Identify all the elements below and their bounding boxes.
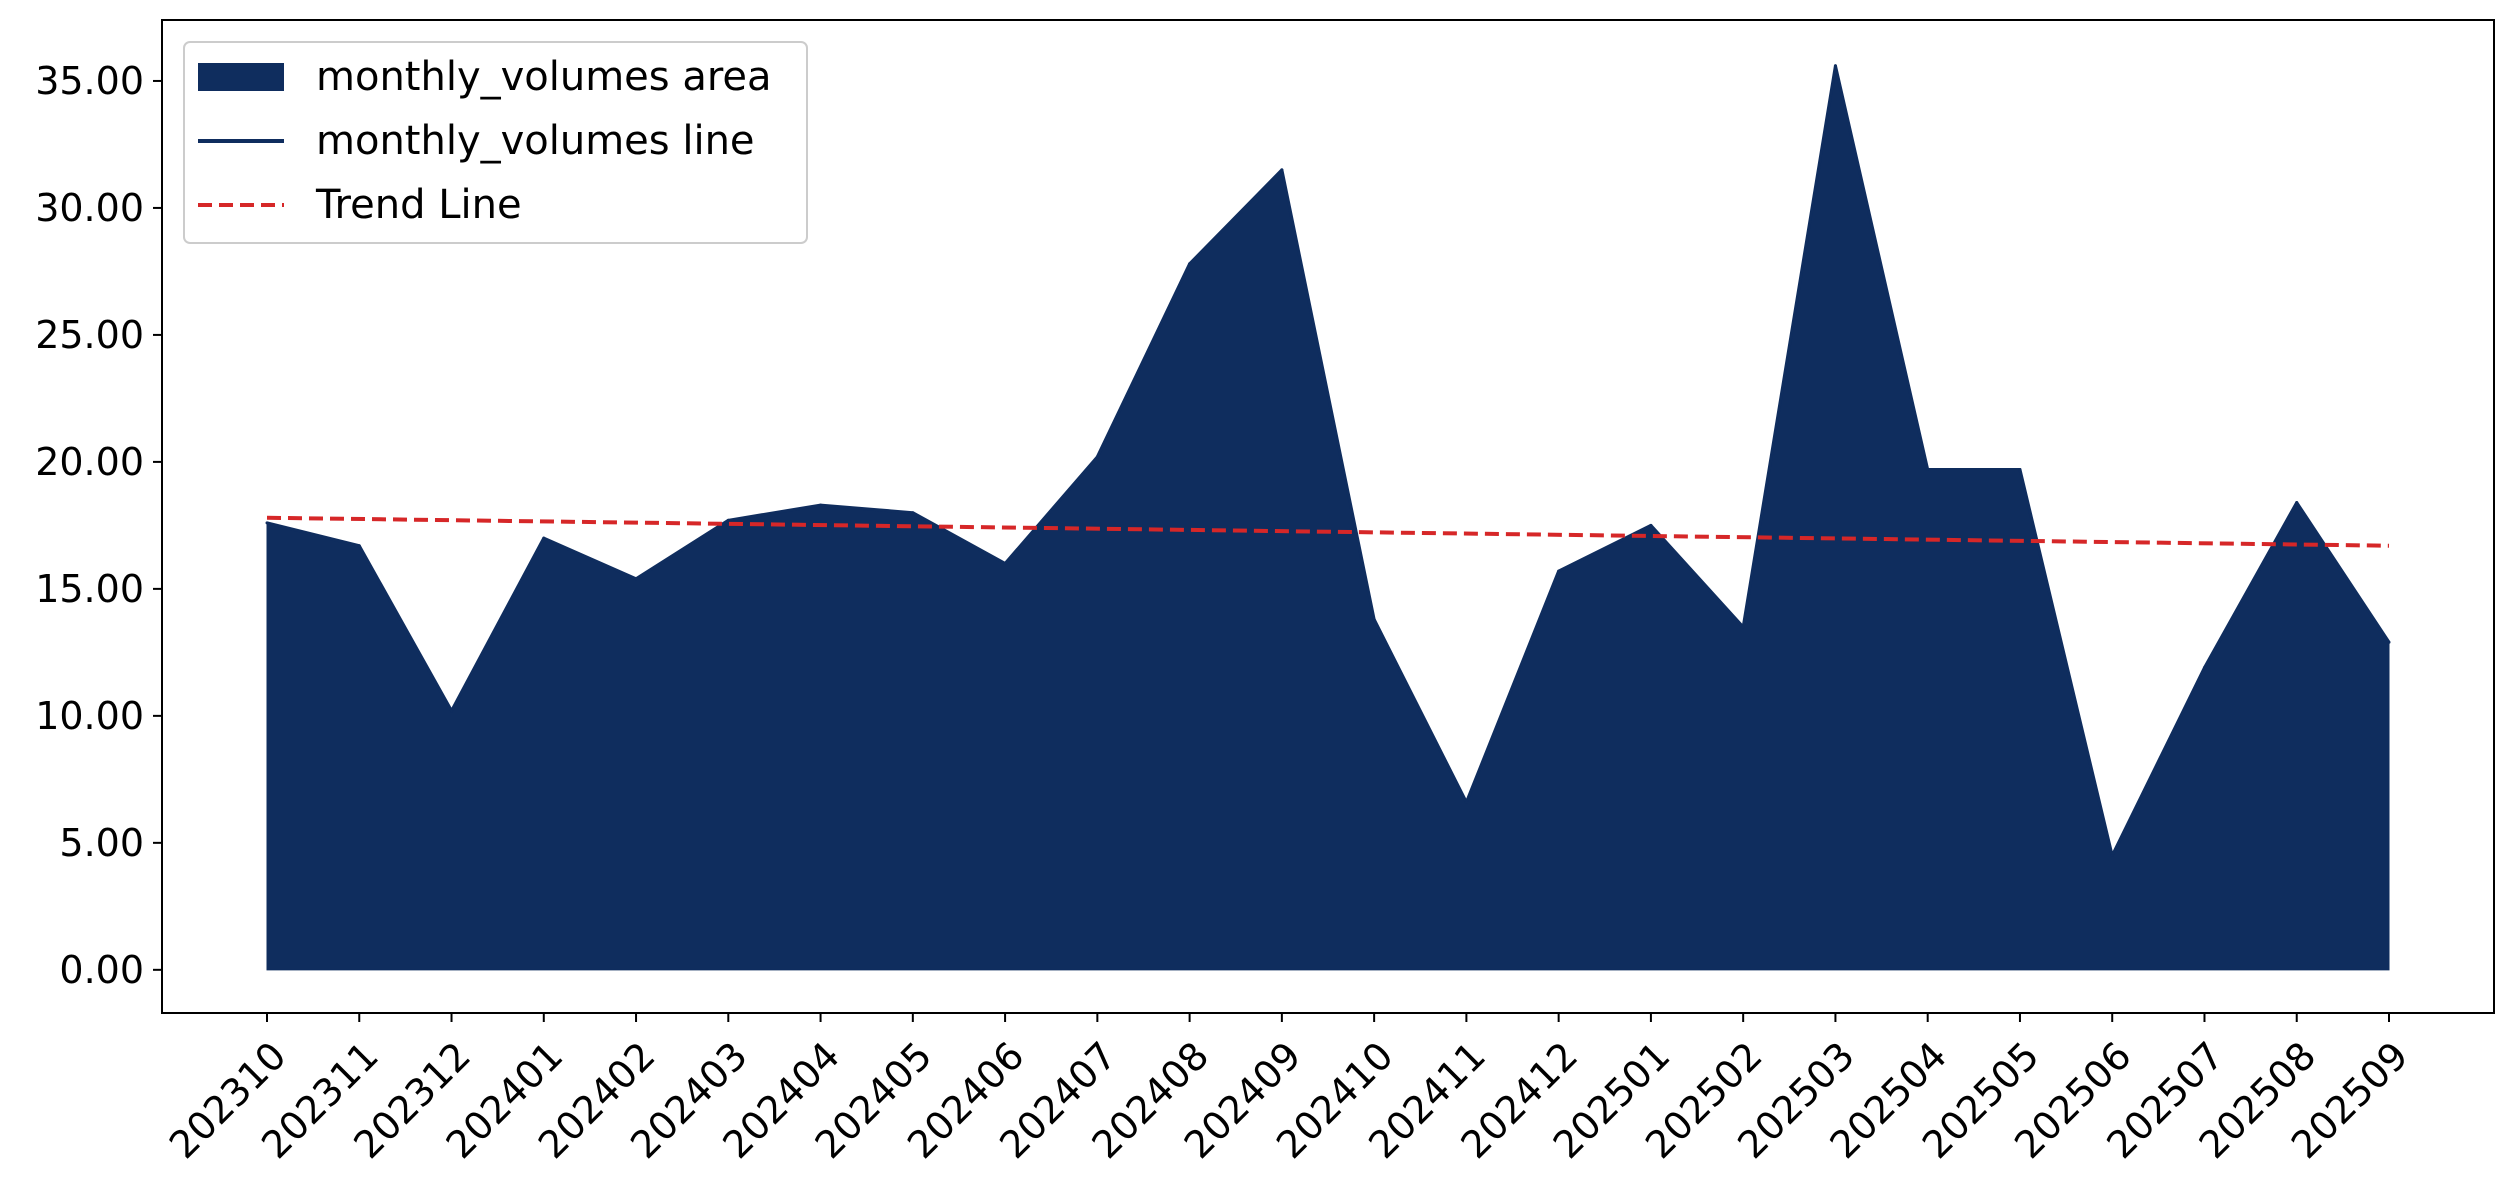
plot-area [265,64,2391,971]
data-point-202503 [1833,64,1837,68]
data-point-202310 [265,521,269,525]
legend-entry-trend: Trend Line [198,182,522,228]
legend-label: Trend Line [315,182,522,228]
legend-box [183,41,808,244]
y-tick-label: 30.00 [35,186,144,230]
data-point-202504 [1926,468,1930,472]
legend: monthly_volumes area monthly_volumes line… [183,41,808,244]
legend-label: monthly_volumes line [316,118,755,164]
y-tick-label: 25.00 [35,313,144,357]
data-point-202401 [542,536,546,540]
data-point-202404 [819,503,823,507]
y-tick-label: 10.00 [35,694,144,738]
data-point-202312 [450,709,454,713]
legend-swatch-area [198,63,284,91]
data-point-202311 [357,544,361,548]
data-point-202509 [2387,640,2391,644]
data-point-202405 [911,511,915,515]
data-point-202408 [1188,262,1192,266]
data-point-202502 [1741,625,1745,629]
data-point-202402 [634,577,638,581]
data-point-202407 [1095,455,1099,459]
y-tick-label: 20.00 [35,440,144,484]
series-line-monthly-volumes [266,64,2391,858]
data-point-202406 [1003,561,1007,565]
legend-entry-area: monthly_volumes area [198,54,772,100]
data-point-202410 [1372,617,1376,621]
data-point-202411 [1464,800,1468,804]
data-point-202501 [1649,523,1653,527]
data-point-202505 [2018,468,2022,472]
series-trend-line [266,515,2390,548]
data-point-202506 [2110,854,2114,858]
data-point-202403 [726,518,730,522]
legend-label: monthly_volumes area [316,54,772,100]
y-tick-label: 5.00 [59,821,144,865]
axes-frame [161,19,2495,1014]
y-tick-label: 35.00 [35,59,144,103]
data-point-202412 [1557,569,1561,573]
legend-entry-line: monthly_volumes line [198,118,755,164]
y-tick-label: 0.00 [59,948,144,992]
data-point-202409 [1280,168,1284,172]
data-point-202507 [2202,666,2206,670]
data-point-202508 [2295,501,2299,505]
y-tick-label: 15.00 [35,567,144,611]
y-axis: 0.00 5.00 10.00 15.00 20.00 25.00 30.00 35.00 [35,59,162,992]
